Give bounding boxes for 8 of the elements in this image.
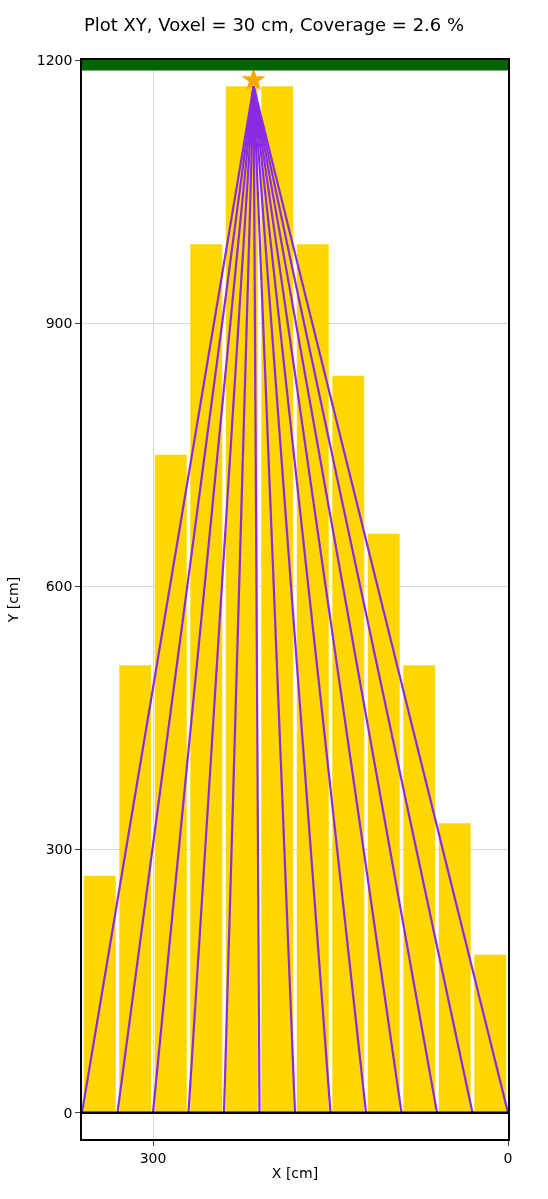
chart-title: Plot XY, Voxel = 30 cm, Coverage = 2.6 % xyxy=(83,13,465,35)
y-axis-title: Y [cm] xyxy=(4,576,21,624)
y-tick-label: 0 xyxy=(63,1104,73,1121)
y-tick-label: 900 xyxy=(45,315,73,332)
y-tick-label: 1200 xyxy=(36,51,73,68)
x-axis-title: X [cm] xyxy=(271,1165,319,1182)
y-tick-label: 300 xyxy=(45,841,73,858)
y-tick-label: 600 xyxy=(45,578,73,595)
